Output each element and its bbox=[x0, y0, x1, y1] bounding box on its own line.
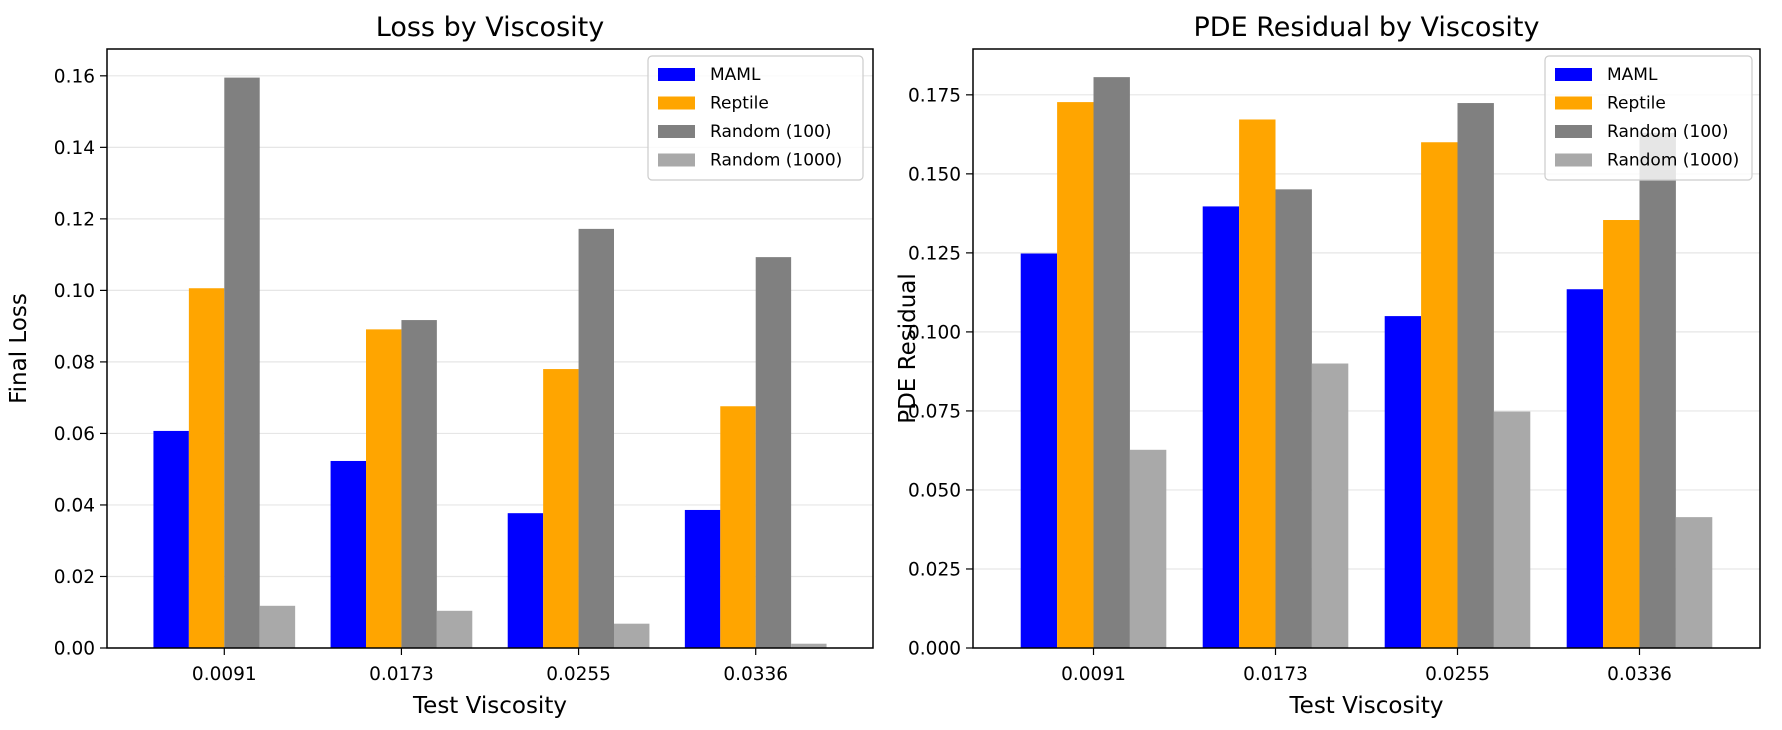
y-tick-label: 0.000 bbox=[908, 639, 961, 660]
bar-maml bbox=[1566, 289, 1604, 648]
y-tick-label: 0.06 bbox=[54, 424, 95, 445]
bar-reptile bbox=[188, 288, 225, 648]
bar-random-100 bbox=[1275, 189, 1312, 648]
legend-label: MAML bbox=[1607, 65, 1658, 85]
x-tick-label: 0.0336 bbox=[1607, 664, 1672, 685]
bar-reptile bbox=[543, 369, 579, 648]
bar-maml bbox=[684, 509, 721, 648]
y-tick-label: 0.04 bbox=[54, 495, 95, 516]
legend: MAML Reptile Random (100) Random (1000) bbox=[1544, 55, 1753, 181]
bar-maml bbox=[1202, 206, 1240, 649]
bar-random-100 bbox=[755, 257, 792, 648]
bar-random-1000 bbox=[1493, 411, 1531, 648]
chart-title: PDE Residual by Viscosity bbox=[1194, 12, 1540, 43]
x-tick-label: 0.0173 bbox=[1243, 664, 1308, 685]
bar-reptile bbox=[1603, 220, 1640, 648]
legend-box bbox=[1544, 55, 1753, 181]
bar-random-1000 bbox=[1129, 449, 1167, 648]
chart-title: Loss by Viscosity bbox=[376, 12, 604, 43]
legend-swatch bbox=[1555, 96, 1592, 110]
bar-random-1000 bbox=[436, 610, 473, 648]
bar-reptile bbox=[366, 329, 402, 648]
x-tick-label: 0.0255 bbox=[1425, 664, 1490, 685]
y-tick-label: 0.125 bbox=[908, 243, 961, 264]
bar-maml bbox=[330, 460, 367, 648]
x-axis-label: Test Viscosity bbox=[1289, 693, 1444, 719]
legend-swatch bbox=[1555, 68, 1592, 81]
legend-label: Random (100) bbox=[710, 122, 832, 142]
legend-label: Random (100) bbox=[1607, 122, 1729, 142]
bar-random-100 bbox=[401, 320, 437, 648]
x-tick-label: 0.0173 bbox=[369, 664, 434, 685]
bar-random-100 bbox=[1093, 77, 1130, 649]
bar-random-100 bbox=[224, 77, 260, 649]
x-tick-label: 0.0091 bbox=[1061, 664, 1126, 685]
bar-random-1000 bbox=[613, 623, 650, 648]
bar-random-100 bbox=[1457, 103, 1494, 648]
loss-by-viscosity-chart: 0.00 0.02 0.04 0.06 0.08 0.10 0.12 0.14 0.16 0.00… bbox=[6, 12, 874, 719]
y-tick-label: 0.02 bbox=[54, 567, 95, 588]
y-tick-label: 0.050 bbox=[908, 480, 961, 501]
y-tick-label: 0.025 bbox=[908, 559, 961, 580]
bar-reptile bbox=[720, 406, 756, 648]
x-axis-label: Test Viscosity bbox=[412, 693, 567, 719]
bar-random-1000 bbox=[259, 605, 296, 648]
legend-swatch bbox=[1555, 153, 1592, 167]
bar-reptile bbox=[1421, 142, 1458, 648]
bar-random-1000 bbox=[791, 643, 827, 648]
y-tick-label: 0.075 bbox=[908, 401, 961, 422]
y-tick-label: 0.14 bbox=[54, 138, 95, 159]
legend-swatch bbox=[658, 125, 695, 138]
bar-random-100 bbox=[1639, 132, 1676, 649]
x-tick-label: 0.0336 bbox=[723, 664, 788, 685]
legend-label: Random (1000) bbox=[710, 151, 842, 171]
x-tick-label: 0.0255 bbox=[546, 664, 611, 685]
bar-random-100 bbox=[578, 228, 614, 649]
axes-frame bbox=[106, 48, 874, 649]
bar-maml bbox=[507, 513, 544, 648]
y-axis-label: PDE Residual bbox=[895, 273, 921, 424]
bar-maml bbox=[1384, 316, 1422, 648]
bar-reptile bbox=[1057, 102, 1094, 649]
legend-swatch bbox=[658, 68, 695, 81]
bar-random-1000 bbox=[1311, 363, 1349, 648]
bar-maml bbox=[153, 430, 189, 648]
legend-box bbox=[647, 55, 864, 181]
y-tick-label: 0.08 bbox=[54, 352, 95, 373]
y-tick-label: 0.10 bbox=[54, 281, 95, 302]
legend-label: Reptile bbox=[710, 94, 769, 114]
bar-reptile bbox=[1239, 119, 1276, 648]
legend-label: Random (1000) bbox=[1607, 151, 1739, 171]
bar-maml bbox=[1020, 253, 1058, 648]
legend: MAML Reptile Random (100) Random (1000) bbox=[647, 55, 864, 181]
legend-swatch bbox=[1555, 125, 1592, 138]
legend-label: Reptile bbox=[1607, 94, 1666, 114]
y-axis-label: Final Loss bbox=[6, 293, 32, 404]
y-tick-label: 0.16 bbox=[54, 66, 95, 87]
legend-swatch bbox=[658, 153, 695, 167]
y-tick-label: 0.100 bbox=[908, 322, 961, 343]
x-tick-label: 0.0091 bbox=[192, 664, 257, 685]
legend-swatch bbox=[658, 96, 695, 110]
y-tick-label: 0.175 bbox=[908, 85, 961, 106]
y-tick-label: 0.150 bbox=[908, 164, 961, 185]
legend-label: MAML bbox=[710, 65, 761, 85]
y-tick-label: 0.12 bbox=[54, 209, 95, 230]
bar-random-1000 bbox=[1675, 517, 1713, 648]
axes-frame bbox=[972, 48, 1761, 649]
pde-residual-by-viscosity-chart: 0.000 0.025 0.050 0.075 0.100 0.125 0.150 0.175… bbox=[895, 12, 1761, 719]
y-tick-label: 0.00 bbox=[54, 639, 95, 660]
